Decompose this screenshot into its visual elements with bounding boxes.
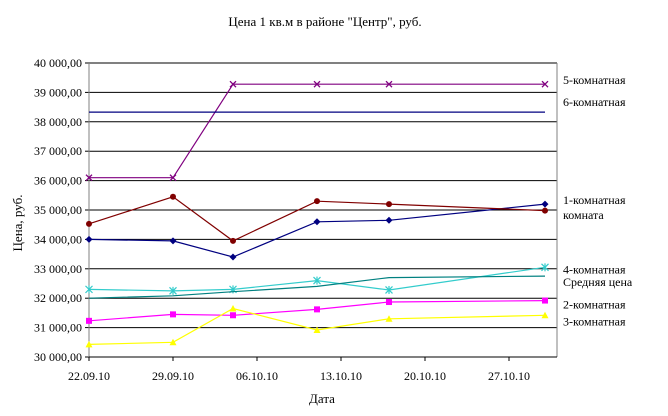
- data-point: [85, 340, 93, 348]
- grid-layer: [89, 62, 557, 329]
- data-point: [386, 299, 392, 306]
- y-tick-label: 36 000,00: [34, 174, 82, 188]
- series-layer: [85, 80, 549, 348]
- x-tick-label: 20.10.10: [404, 369, 446, 383]
- x-tick-label: 27.10.10: [488, 369, 530, 383]
- data-point: [85, 174, 93, 182]
- legend-label: комната: [563, 208, 604, 222]
- series-3: [86, 193, 548, 244]
- data-point: [169, 286, 177, 295]
- data-point: [229, 253, 237, 261]
- data-point: [541, 80, 549, 88]
- legend-label: 5-комнатная: [563, 73, 626, 87]
- axes-layer: 30 000,00 31 000,00 32 000,00 33 000,00 34 0…: [34, 56, 558, 383]
- series-line: [88, 203, 546, 258]
- legend-label: Средняя цена: [563, 275, 633, 289]
- y-tick-label: 33 000,00: [34, 262, 82, 276]
- data-point: [169, 338, 177, 346]
- data-point: [230, 237, 236, 244]
- data-point: [542, 207, 548, 214]
- data-point: [385, 80, 393, 88]
- series-line: [89, 83, 545, 179]
- data-point: [85, 235, 93, 243]
- data-point: [314, 198, 320, 205]
- y-tick-label: 37 000,00: [34, 144, 82, 158]
- series-line: [88, 307, 546, 345]
- data-point: [229, 80, 237, 88]
- data-point: [313, 326, 321, 333]
- y-tick-label: 32 000,00: [34, 291, 82, 305]
- y-tick-label: 39 000,00: [34, 85, 82, 99]
- data-point: [313, 276, 321, 285]
- data-point: [170, 311, 176, 318]
- y-tick-label: 31 000,00: [34, 321, 82, 335]
- y-tick-label: 35 000,00: [34, 203, 82, 217]
- data-point: [230, 312, 236, 319]
- data-point: [86, 220, 92, 227]
- y-tick-label: 40 000,00: [34, 56, 82, 70]
- series-line: [88, 300, 546, 322]
- data-point: [541, 311, 549, 319]
- data-point: [229, 304, 237, 312]
- data-point: [314, 306, 320, 313]
- data-point: [313, 218, 321, 226]
- series-2: [85, 200, 549, 261]
- data-point: [385, 216, 393, 224]
- data-point: [542, 297, 548, 304]
- data-point: [86, 317, 92, 324]
- series-5: [88, 275, 546, 299]
- legend-layer: 5-комнатная 6-комнатная 1-комнатнаякомната…: [563, 73, 633, 328]
- data-point: [385, 315, 393, 322]
- legend-label: 2-комнатная: [563, 298, 626, 312]
- series-0: [85, 80, 549, 182]
- legend-label: 1-комнатная: [563, 193, 626, 207]
- data-point: [170, 193, 176, 200]
- series-7: [85, 304, 549, 348]
- data-point: [313, 80, 321, 88]
- data-point: [169, 237, 177, 245]
- data-point: [85, 285, 93, 294]
- x-tick-label: 06.10.10: [236, 369, 278, 383]
- series-line: [88, 266, 546, 292]
- y-tick-label: 34 000,00: [34, 232, 82, 246]
- series-line: [88, 275, 546, 299]
- x-axis-title: Дата: [309, 391, 335, 406]
- series-6: [86, 297, 548, 324]
- x-tick-label: 29.09.10: [152, 369, 194, 383]
- legend-label: 3-комнатная: [563, 314, 626, 328]
- data-point: [385, 285, 393, 294]
- series-4: [85, 263, 549, 295]
- data-point: [541, 200, 549, 208]
- chart-title: Цена 1 кв.м в районе "Центр", руб.: [228, 14, 421, 29]
- y-tick-label: 38 000,00: [34, 115, 82, 129]
- legend-label: 6-комнатная: [563, 95, 626, 109]
- x-tick-label: 22.09.10: [68, 369, 110, 383]
- data-point: [386, 201, 392, 208]
- data-point: [169, 174, 177, 182]
- data-point: [541, 263, 549, 272]
- series-line: [88, 196, 546, 242]
- x-tick-label: 13.10.10: [320, 369, 362, 383]
- legend-label: 4-комнатная: [563, 262, 626, 276]
- y-tick-label: 30 000,00: [34, 350, 82, 364]
- y-axis-title: Цена, руб.: [10, 195, 25, 252]
